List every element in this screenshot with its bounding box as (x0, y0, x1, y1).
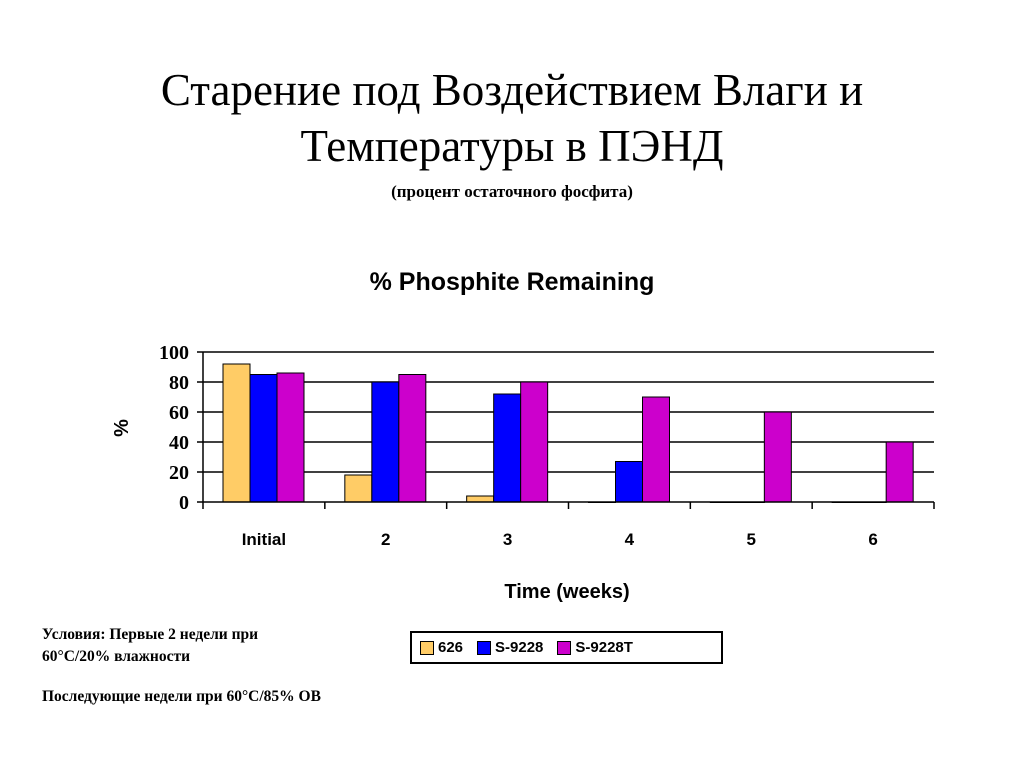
legend-item-s-9228: S-9228 (477, 639, 543, 656)
gridlines (203, 351, 934, 473)
subsequent-weeks-note: Последующие недели при 60°C/85% ОВ (42, 688, 321, 705)
slide-title: Старение под Воздействием Влаги и Темпер… (0, 62, 1024, 174)
bar (371, 381, 400, 503)
bar (493, 393, 522, 503)
bar (249, 374, 278, 503)
x-tick-label: 4 (625, 530, 635, 549)
y-tick-label: 40 (169, 432, 189, 454)
x-tick-label: Initial (242, 530, 286, 549)
legend-label-s-9228: S-9228 (495, 639, 544, 656)
legend-swatch-s-9228t (557, 640, 572, 655)
slide-title-line-2: Температуры в ПЭНД (300, 121, 724, 171)
y-axis-label: % (111, 419, 133, 437)
bar (222, 363, 251, 503)
y-tick-label: 60 (169, 402, 189, 424)
bar (885, 441, 914, 503)
chart-title: % Phosphite Remaining (370, 268, 655, 296)
legend-item-s-9228t: S-9228T (557, 639, 633, 656)
y-tick-label: 80 (169, 372, 189, 394)
y-tick-label: 0 (179, 492, 189, 514)
bar (642, 396, 670, 503)
slide-title-line-1: Старение под Воздействием Влаги и (160, 65, 864, 115)
conditions-note: Условия: Первые 2 недели при 60°C/20% вл… (42, 624, 258, 668)
x-tick-label: 2 (381, 530, 390, 549)
x-tick-label: 6 (868, 530, 877, 549)
bar (398, 374, 427, 503)
conditions-line-2: 60°C/20% влажности (42, 648, 191, 665)
x-tick-label: 3 (503, 530, 512, 549)
legend-swatch-626 (420, 640, 434, 655)
y-tick-label: 20 (169, 462, 189, 484)
x-axis-label: Time (weeks) (504, 581, 629, 603)
bar (615, 461, 643, 503)
bar (520, 381, 549, 503)
conditions-line-1: Условия: Первые 2 недели при (42, 626, 259, 643)
bar (466, 495, 495, 503)
slide-subtitle: (процент остаточного фосфита) (391, 182, 633, 201)
axes: 0 20 40 60 80 100 Initial 2 3 4 5 6 (159, 342, 935, 549)
chart-legend: 626 S-9228 S-9228T (410, 631, 723, 664)
bar (763, 411, 792, 503)
legend-swatch-s-9228 (477, 640, 492, 655)
bar (276, 372, 305, 503)
legend-item-626: 626 (420, 639, 463, 656)
bar (344, 474, 373, 503)
legend-label-s-9228t: S-9228T (575, 639, 633, 656)
bars (222, 363, 914, 503)
legend-label-626: 626 (438, 639, 464, 656)
x-tick-label: 5 (747, 530, 756, 549)
y-tick-label: 100 (159, 342, 189, 364)
